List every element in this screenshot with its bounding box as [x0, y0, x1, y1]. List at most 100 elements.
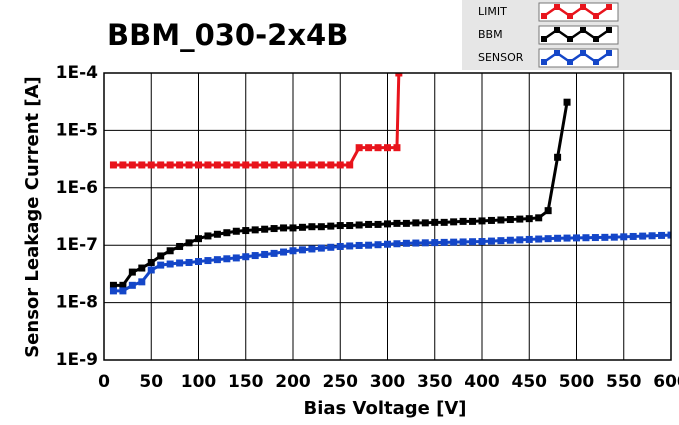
data-point	[469, 217, 477, 225]
data-point	[109, 281, 117, 289]
data-point	[138, 161, 146, 169]
data-point	[195, 235, 202, 243]
data-point	[639, 232, 647, 240]
data-point	[289, 247, 297, 255]
data-point	[497, 237, 505, 245]
legend-marker	[606, 4, 612, 10]
data-point	[450, 238, 458, 246]
x-tick-label: 500	[559, 372, 595, 392]
data-point	[365, 144, 373, 152]
data-point	[298, 246, 306, 254]
data-point	[497, 216, 505, 224]
data-point	[374, 144, 382, 152]
data-point	[128, 281, 136, 289]
data-point	[402, 239, 410, 247]
legend-marker	[593, 59, 599, 65]
data-point	[450, 218, 458, 226]
legend-marker	[593, 13, 599, 19]
data-point	[336, 161, 344, 169]
data-point	[308, 245, 316, 253]
legend-marker	[580, 27, 586, 33]
data-point	[204, 161, 212, 169]
data-point	[223, 229, 231, 237]
data-point	[336, 242, 344, 250]
data-point	[355, 144, 363, 152]
legend-marker	[567, 59, 573, 65]
data-point	[563, 98, 571, 106]
x-tick-label: 300	[370, 372, 406, 392]
data-point	[270, 249, 278, 257]
data-point	[506, 216, 514, 224]
y-tick-label: 1E-4	[56, 63, 98, 83]
data-point	[270, 161, 278, 169]
data-point	[147, 161, 155, 169]
data-point	[147, 266, 155, 274]
data-point	[525, 215, 533, 223]
x-tick-label: 100	[181, 372, 217, 392]
plot-border	[103, 72, 672, 361]
data-point	[176, 161, 184, 169]
data-point	[109, 161, 117, 169]
data-point	[487, 216, 495, 224]
data-point	[412, 239, 420, 247]
data-point	[554, 234, 562, 242]
data-point	[232, 254, 240, 262]
data-point	[289, 161, 297, 169]
data-point	[469, 238, 477, 246]
data-point	[601, 233, 609, 241]
data-point	[242, 227, 250, 235]
data-point	[119, 281, 127, 289]
chart-title: BBM_030-2x4B	[107, 18, 348, 52]
data-point	[365, 220, 373, 228]
data-point	[629, 232, 637, 240]
data-point	[478, 238, 486, 246]
data-point	[395, 73, 403, 77]
legend-marker	[580, 50, 586, 56]
data-point	[261, 250, 269, 258]
data-point	[554, 153, 562, 161]
data-point	[431, 239, 439, 247]
data-point	[317, 244, 325, 252]
data-point	[563, 234, 571, 242]
data-point	[544, 207, 552, 215]
data-point	[166, 247, 174, 255]
x-tick-label: 400	[464, 372, 500, 392]
plot-area	[104, 73, 671, 360]
data-point	[535, 214, 543, 222]
data-point	[242, 161, 250, 169]
x-tick-label: 550	[606, 372, 642, 392]
data-point	[176, 259, 184, 267]
data-point	[365, 241, 373, 249]
data-point	[374, 220, 382, 228]
data-point	[157, 252, 165, 260]
data-point	[535, 235, 543, 243]
x-tick-label: 50	[139, 372, 163, 392]
data-point	[223, 255, 231, 263]
y-tick-label: 1E-8	[56, 293, 98, 313]
data-point	[384, 240, 391, 248]
legend-marker	[554, 4, 560, 10]
x-tick-label: 600	[653, 372, 679, 392]
data-point	[251, 226, 259, 234]
data-point	[667, 231, 671, 239]
data-point	[421, 239, 429, 247]
data-point	[119, 161, 127, 169]
y-tick-label: 1E-9	[56, 350, 98, 370]
data-point	[355, 241, 363, 249]
data-point	[620, 233, 628, 241]
data-point	[346, 161, 354, 169]
data-point	[440, 218, 448, 226]
x-tick-label: 250	[323, 372, 359, 392]
data-point	[393, 144, 401, 152]
data-point	[128, 161, 136, 169]
data-point	[384, 144, 391, 152]
x-tick-label: 450	[512, 372, 548, 392]
data-point	[261, 225, 269, 233]
data-point	[327, 243, 335, 251]
data-point	[346, 222, 354, 230]
x-tick-label: 150	[228, 372, 264, 392]
y-tick-label: 1E-6	[56, 178, 98, 198]
data-point	[440, 238, 448, 246]
legend-marker	[580, 4, 586, 10]
